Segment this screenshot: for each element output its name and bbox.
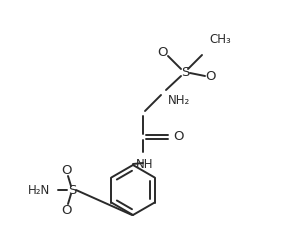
Text: O: O — [173, 130, 184, 144]
Text: NH₂: NH₂ — [168, 94, 190, 108]
Text: NH: NH — [136, 158, 154, 171]
Text: H₂N: H₂N — [28, 184, 50, 196]
Text: CH₃: CH₃ — [209, 33, 231, 46]
Text: O: O — [158, 47, 168, 59]
Text: S: S — [68, 184, 76, 196]
Text: O: O — [205, 70, 215, 83]
Text: S: S — [181, 65, 189, 79]
Text: O: O — [61, 164, 71, 176]
Text: O: O — [61, 203, 71, 216]
